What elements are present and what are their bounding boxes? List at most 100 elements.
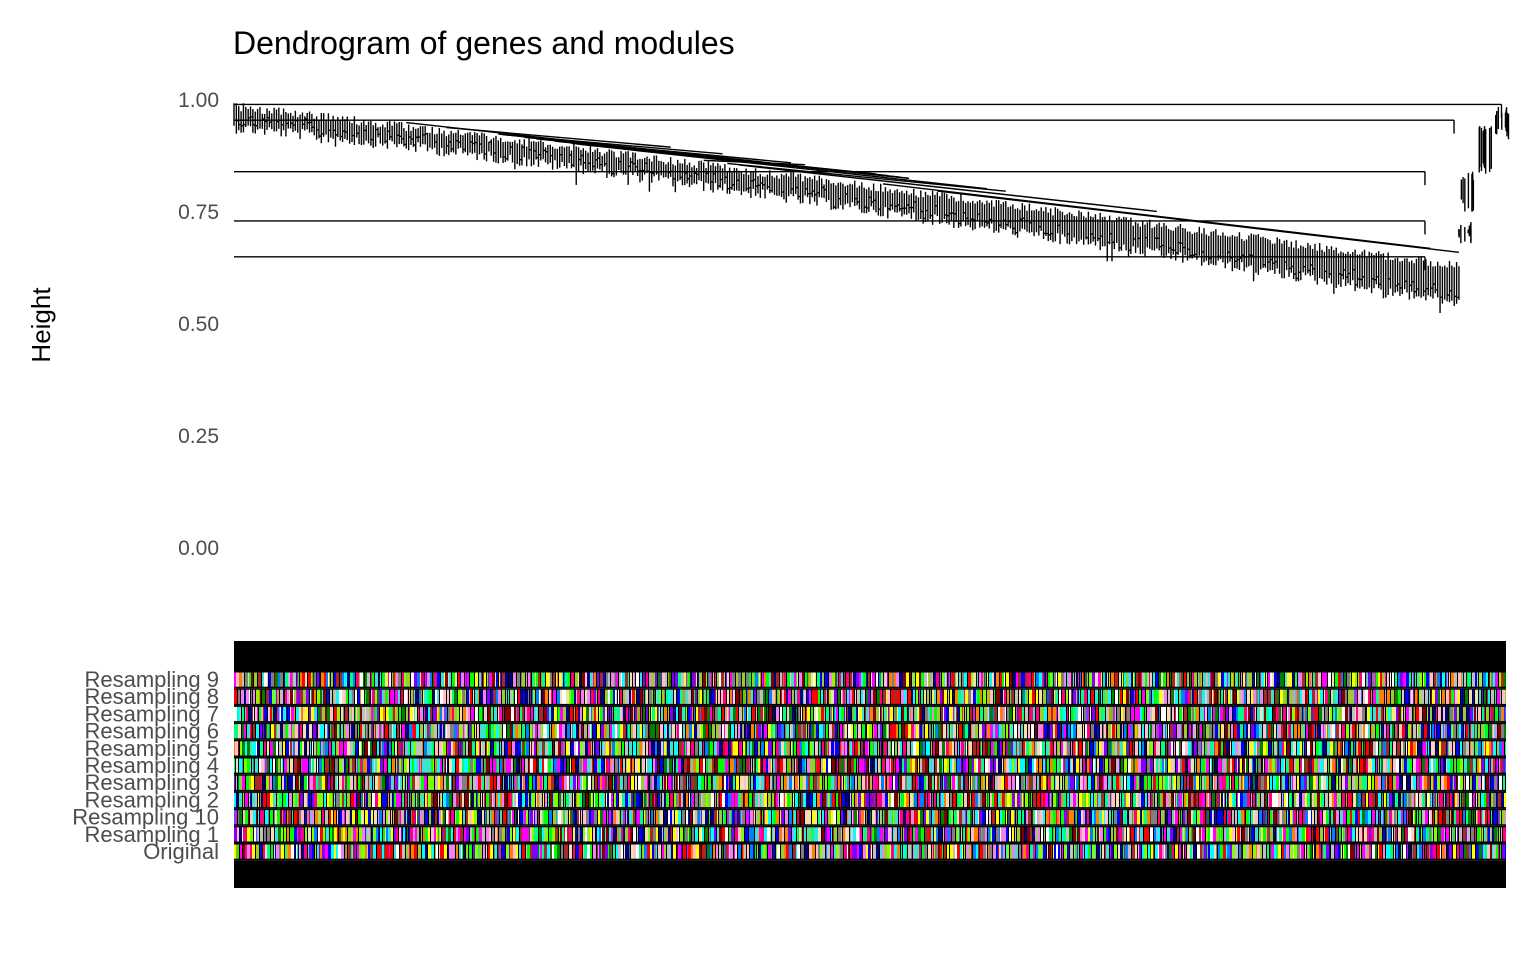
module-color-stripe (1426, 672, 1429, 687)
module-color-stripe (940, 792, 941, 808)
module-color-stripe (1170, 724, 1173, 739)
module-color-stripe (724, 724, 725, 739)
module-color-stripe (1451, 672, 1454, 687)
module-color-stripe (831, 689, 834, 704)
module-color-stripe (919, 775, 921, 790)
module-color-stripe (1026, 758, 1028, 773)
module-color-stripe (706, 775, 707, 790)
module-color-stripe (554, 706, 557, 722)
module-color-stripe (278, 792, 279, 808)
module-color-stripe (1296, 758, 1299, 773)
module-color-stripe (476, 775, 478, 790)
module-color-stripe (1305, 741, 1306, 756)
module-color-stripe (1135, 758, 1138, 773)
module-color-stripe (1276, 706, 1279, 722)
module-color-stripe (1335, 672, 1338, 687)
module-color-stripe (1201, 706, 1204, 722)
module-color-stripe (683, 724, 685, 739)
module-color-stripe (878, 741, 879, 756)
module-color-stripe (729, 706, 730, 722)
module-color-stripe (335, 775, 336, 790)
module-color-stripe (1007, 706, 1009, 722)
module-color-stripe (751, 758, 752, 773)
module-color-stripe (961, 741, 964, 756)
module-color-stripe (811, 724, 814, 739)
module-color-stripe (857, 758, 858, 773)
module-color-stripe (873, 792, 875, 808)
module-color-stripe (1011, 741, 1013, 756)
module-color-stripe (254, 672, 257, 687)
module-color-stripe (822, 741, 824, 756)
module-color-stripe (1002, 724, 1003, 739)
module-color-stripe (862, 706, 864, 722)
module-color-stripe (1198, 689, 1199, 704)
module-color-stripe (508, 741, 511, 756)
module-color-stripe (808, 724, 809, 739)
module-color-stripe (732, 741, 733, 756)
module-color-stripe (365, 792, 366, 808)
module-color-stripe (502, 792, 504, 808)
module-color-stripe (1277, 741, 1278, 756)
module-color-stripe (989, 689, 990, 704)
module-color-stripe (828, 689, 829, 704)
module-color-stripe (1301, 775, 1304, 790)
module-color-stripe (580, 792, 582, 808)
module-color-stripe (1104, 724, 1106, 739)
module-color-stripe (1044, 706, 1047, 722)
module-color-stripe (745, 689, 746, 704)
module-color-stripe (1415, 724, 1416, 739)
module-color-stripe (261, 706, 263, 722)
module-color-stripe (1460, 758, 1463, 773)
module-color-stripe (1080, 758, 1082, 773)
module-color-stripe (651, 672, 653, 687)
module-color-stripe (894, 758, 895, 773)
module-color-stripe (1016, 758, 1017, 773)
module-color-stripe (1258, 775, 1261, 790)
module-color-stripe (786, 689, 788, 704)
module-color-stripe (295, 724, 298, 739)
module-color-stripe (754, 775, 756, 790)
module-color-stripe (870, 741, 873, 756)
module-color-stripe (1211, 758, 1212, 773)
module-color-stripe (1470, 724, 1471, 739)
module-color-stripe (1094, 741, 1096, 756)
module-color-stripe (413, 689, 414, 704)
module-color-stripe (911, 741, 913, 756)
module-color-stripe (341, 706, 343, 722)
module-color-stripe (239, 775, 240, 790)
module-color-stripe (623, 724, 626, 739)
module-color-stripe (750, 741, 752, 756)
module-color-stripe (1054, 689, 1055, 704)
module-color-stripe (378, 792, 381, 808)
module-color-stripe (1057, 758, 1059, 773)
module-color-stripe (1036, 758, 1038, 773)
module-color-stripe (541, 724, 543, 739)
module-color-stripe (891, 758, 893, 773)
module-color-stripe (804, 689, 806, 704)
module-color-stripe (1352, 672, 1355, 687)
module-color-stripe (589, 706, 591, 722)
module-color-stripe (806, 792, 809, 808)
module-color-stripe (1281, 706, 1282, 722)
module-color-stripe (1124, 758, 1127, 773)
module-color-stripe (637, 741, 639, 756)
module-color-stripe (448, 706, 450, 722)
module-color-stripe (269, 689, 270, 704)
module-color-stripe (323, 689, 326, 704)
module-color-stripe (540, 775, 542, 790)
module-color-stripe (753, 758, 754, 773)
module-color-stripe (355, 706, 356, 722)
module-color-stripe (986, 724, 987, 739)
module-color-stripe (868, 741, 869, 756)
module-color-stripe (372, 792, 375, 808)
module-color-stripe (677, 724, 679, 739)
module-color-stripe (951, 775, 952, 790)
module-color-stripe (523, 689, 525, 704)
module-color-stripe (944, 792, 946, 808)
module-color-stripe (1462, 672, 1463, 687)
module-color-stripe (497, 758, 499, 773)
module-color-stripe (445, 724, 446, 739)
module-color-stripe (901, 672, 903, 687)
module-color-stripe (649, 672, 651, 687)
module-color-stripe (328, 672, 329, 687)
